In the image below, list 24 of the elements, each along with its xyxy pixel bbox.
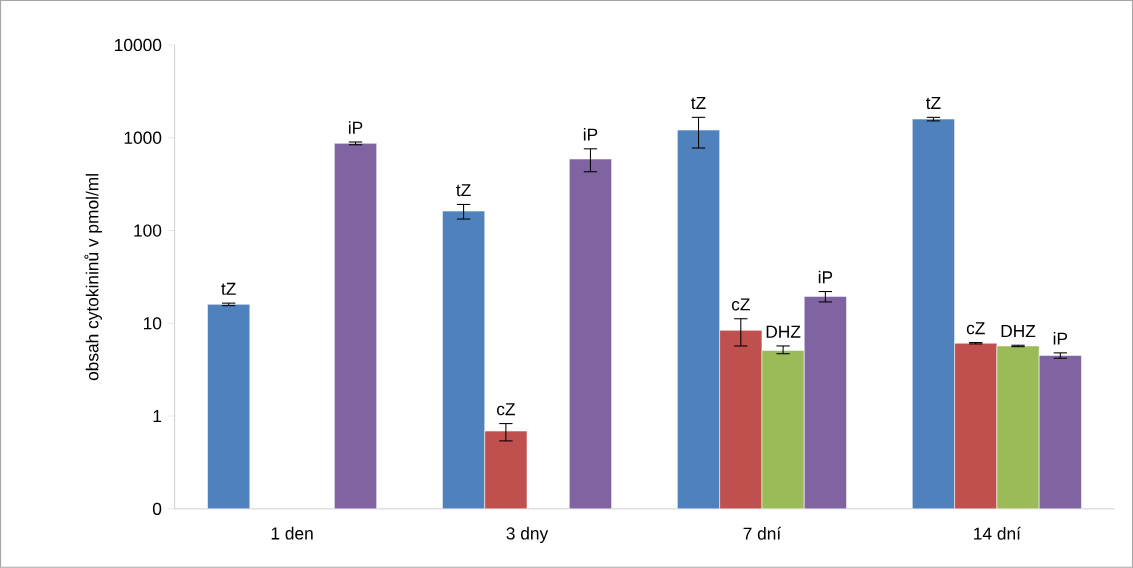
series-label: iP (348, 121, 363, 134)
text: cZ (496, 403, 515, 416)
series-label: tZ (221, 282, 236, 295)
y-tick-label: 0 (152, 502, 162, 516)
y-tick-label: 10 (143, 317, 162, 330)
series-label: cZ (966, 322, 985, 335)
text: DHZ (766, 325, 801, 338)
text: tZ (926, 97, 941, 110)
text: iP (818, 270, 833, 284)
x-tick-label: 1 den (271, 526, 313, 540)
text: tZ (691, 97, 706, 110)
y-axis-title: obsah cytokininů v pmol/ml (84, 174, 102, 381)
x-tick-label: 7 dní (743, 526, 782, 540)
text: tZ (456, 184, 471, 197)
y-tick-label: 1 (153, 410, 162, 423)
y-tick-label: 10000 (115, 38, 162, 52)
text: iP (583, 128, 598, 141)
y-tick-label: 100 (134, 224, 162, 237)
x-tick-label: 14 dní (974, 526, 1021, 540)
text: cZ (731, 298, 750, 311)
text: iP (1053, 332, 1068, 345)
y-tick-label: 1000 (124, 131, 162, 144)
x-tick-label: 3 dny (506, 526, 549, 544)
series-label: DHZ (1001, 325, 1036, 338)
